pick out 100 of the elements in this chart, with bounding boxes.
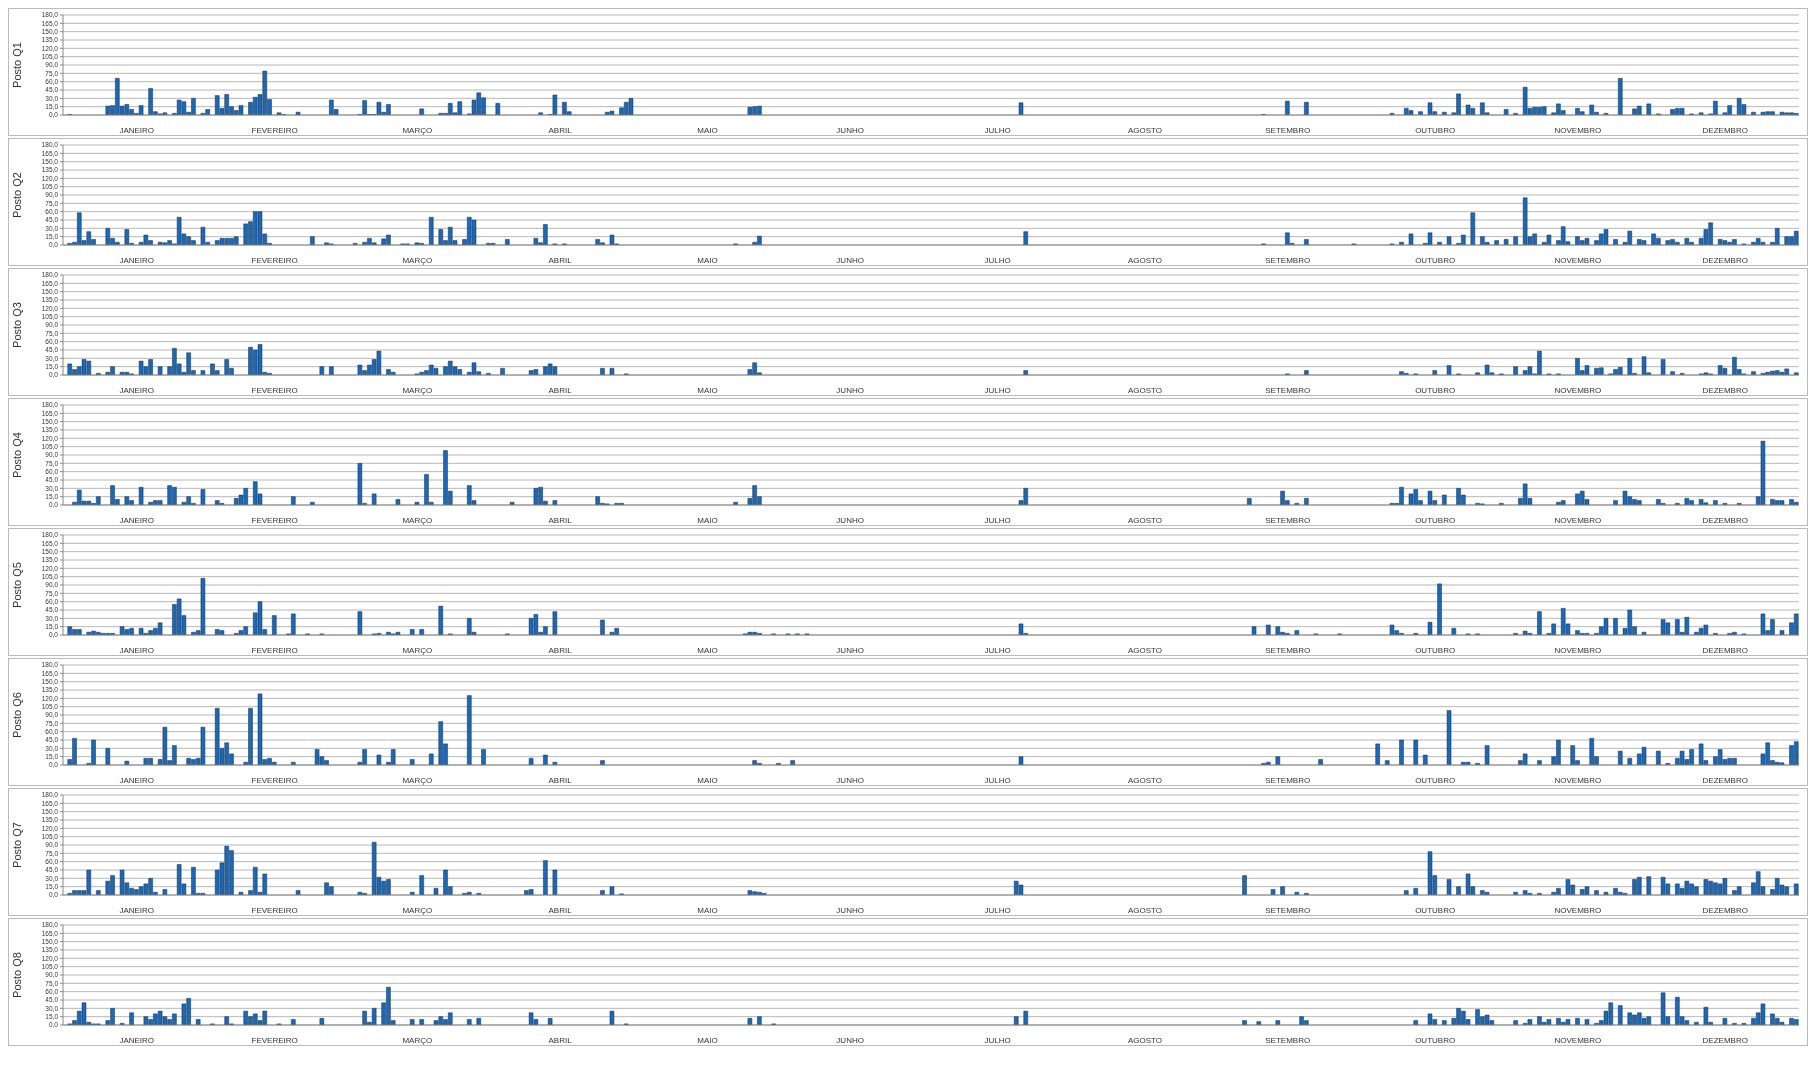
x-tick-label: SETEMBRO xyxy=(1265,256,1311,265)
y-axis-title: Posto Q5 xyxy=(10,562,23,608)
x-tick-label: MAIO xyxy=(697,386,718,395)
x-tick-label: FEVEREIRO xyxy=(251,126,298,135)
x-tick-label: JANEIRO xyxy=(119,126,155,135)
x-tick-label: JULHO xyxy=(984,126,1011,135)
x-tick-label: MARÇO xyxy=(402,776,433,785)
x-tick-label: OUTUBRO xyxy=(1415,776,1456,785)
x-tick-label: NOVEMBRO xyxy=(1554,776,1602,785)
x-tick-label: JUNHO xyxy=(836,906,864,915)
y-axis-title: Posto Q8 xyxy=(10,952,23,998)
x-tick-label: AGOSTO xyxy=(1127,516,1163,525)
x-tick-label: SETEMBRO xyxy=(1265,646,1311,655)
x-tick-label: JULHO xyxy=(984,1036,1011,1045)
x-tick-label: AGOSTO xyxy=(1127,906,1163,915)
x-tick-label: DEZEMBRO xyxy=(1702,126,1748,135)
x-tick-label: MAIO xyxy=(697,1036,718,1045)
x-tick-label: JANEIRO xyxy=(119,386,155,395)
x-tick-label: MARÇO xyxy=(402,126,433,135)
y-axis-title: Posto Q4 xyxy=(10,432,23,478)
x-tick-label: JANEIRO xyxy=(119,516,155,525)
x-tick-label: JANEIRO xyxy=(119,1036,155,1045)
x-tick-label: MARÇO xyxy=(402,646,433,655)
x-tick-label: ABRIL xyxy=(548,256,573,265)
x-tick-label: MARÇO xyxy=(402,906,433,915)
x-tick-label: FEVEREIRO xyxy=(251,906,298,915)
x-tick-label: MARÇO xyxy=(402,256,433,265)
x-tick-label: DEZEMBRO xyxy=(1702,906,1748,915)
y-axis-title: Posto Q2 xyxy=(10,172,23,218)
y-axis-title: Posto Q3 xyxy=(10,302,23,348)
x-tick-label: JULHO xyxy=(984,906,1011,915)
x-tick-label: FEVEREIRO xyxy=(251,516,298,525)
y-axis-title: Posto Q6 xyxy=(10,692,23,738)
x-tick-label: AGOSTO xyxy=(1127,1036,1163,1045)
x-tick-label: MAIO xyxy=(697,126,718,135)
x-tick-label: JUNHO xyxy=(836,776,864,785)
x-tick-label: JULHO xyxy=(984,256,1011,265)
x-tick-label: SETEMBRO xyxy=(1265,1036,1311,1045)
x-tick-label: JUNHO xyxy=(836,386,864,395)
x-tick-label: MAIO xyxy=(697,516,718,525)
x-tick-label: ABRIL xyxy=(548,1036,573,1045)
x-tick-label: JULHO xyxy=(984,386,1011,395)
x-tick-label: MAIO xyxy=(697,776,718,785)
x-tick-label: NOVEMBRO xyxy=(1554,256,1602,265)
x-tick-label: FEVEREIRO xyxy=(251,776,298,785)
x-tick-label: JULHO xyxy=(984,646,1011,655)
x-tick-label: NOVEMBRO xyxy=(1554,1036,1602,1045)
x-tick-label: ABRIL xyxy=(548,126,573,135)
x-tick-label: OUTUBRO xyxy=(1415,646,1456,655)
x-tick-label: OUTUBRO xyxy=(1415,516,1456,525)
x-tick-label: DEZEMBRO xyxy=(1702,1036,1748,1045)
x-tick-label: JUNHO xyxy=(836,126,864,135)
x-tick-label: OUTUBRO xyxy=(1415,126,1456,135)
x-tick-label: DEZEMBRO xyxy=(1702,386,1748,395)
x-tick-label: DEZEMBRO xyxy=(1702,646,1748,655)
x-tick-label: NOVEMBRO xyxy=(1554,516,1602,525)
x-tick-label: OUTUBRO xyxy=(1415,256,1456,265)
x-tick-label: JUNHO xyxy=(836,646,864,655)
x-tick-label: MAIO xyxy=(697,256,718,265)
x-tick-label: AGOSTO xyxy=(1127,386,1163,395)
x-tick-label: SETEMBRO xyxy=(1265,516,1311,525)
x-tick-label: AGOSTO xyxy=(1127,256,1163,265)
x-tick-label: JULHO xyxy=(984,776,1011,785)
x-tick-label: OUTUBRO xyxy=(1415,906,1456,915)
x-tick-label: FEVEREIRO xyxy=(251,646,298,655)
x-tick-label: AGOSTO xyxy=(1127,126,1163,135)
x-tick-label: DEZEMBRO xyxy=(1702,256,1748,265)
x-tick-label: MAIO xyxy=(697,906,718,915)
x-tick-label: NOVEMBRO xyxy=(1554,906,1602,915)
x-tick-label: ABRIL xyxy=(548,906,573,915)
x-tick-label: SETEMBRO xyxy=(1265,126,1311,135)
x-tick-label: NOVEMBRO xyxy=(1554,386,1602,395)
y-axis-title: Posto Q7 xyxy=(10,822,23,868)
x-tick-label: JANEIRO xyxy=(119,776,155,785)
x-tick-label: DEZEMBRO xyxy=(1702,516,1748,525)
x-tick-label: NOVEMBRO xyxy=(1554,646,1602,655)
x-tick-label: JANEIRO xyxy=(119,256,155,265)
x-tick-label: SETEMBRO xyxy=(1265,386,1311,395)
x-tick-label: JANEIRO xyxy=(119,906,155,915)
y-axis-title: Posto Q1 xyxy=(10,42,23,88)
x-tick-label: JUNHO xyxy=(836,1036,864,1045)
x-tick-label: SETEMBRO xyxy=(1265,776,1311,785)
x-tick-label: FEVEREIRO xyxy=(251,256,298,265)
x-tick-label: OUTUBRO xyxy=(1415,386,1456,395)
x-tick-label: NOVEMBRO xyxy=(1554,126,1602,135)
x-tick-label: JUNHO xyxy=(836,256,864,265)
x-tick-label: MARÇO xyxy=(402,516,433,525)
x-tick-label: DEZEMBRO xyxy=(1702,776,1748,785)
x-tick-label: JANEIRO xyxy=(119,646,155,655)
x-tick-label: MAIO xyxy=(697,646,718,655)
x-tick-label: ABRIL xyxy=(548,516,573,525)
x-tick-label: MARÇO xyxy=(402,386,433,395)
x-tick-label: SETEMBRO xyxy=(1265,906,1311,915)
x-tick-label: FEVEREIRO xyxy=(251,386,298,395)
x-tick-label: ABRIL xyxy=(548,386,573,395)
x-tick-label: FEVEREIRO xyxy=(251,1036,298,1045)
x-tick-label: JULHO xyxy=(984,516,1011,525)
x-tick-label: MARÇO xyxy=(402,1036,433,1045)
x-tick-label: JUNHO xyxy=(836,516,864,525)
x-tick-label: OUTUBRO xyxy=(1415,1036,1456,1045)
